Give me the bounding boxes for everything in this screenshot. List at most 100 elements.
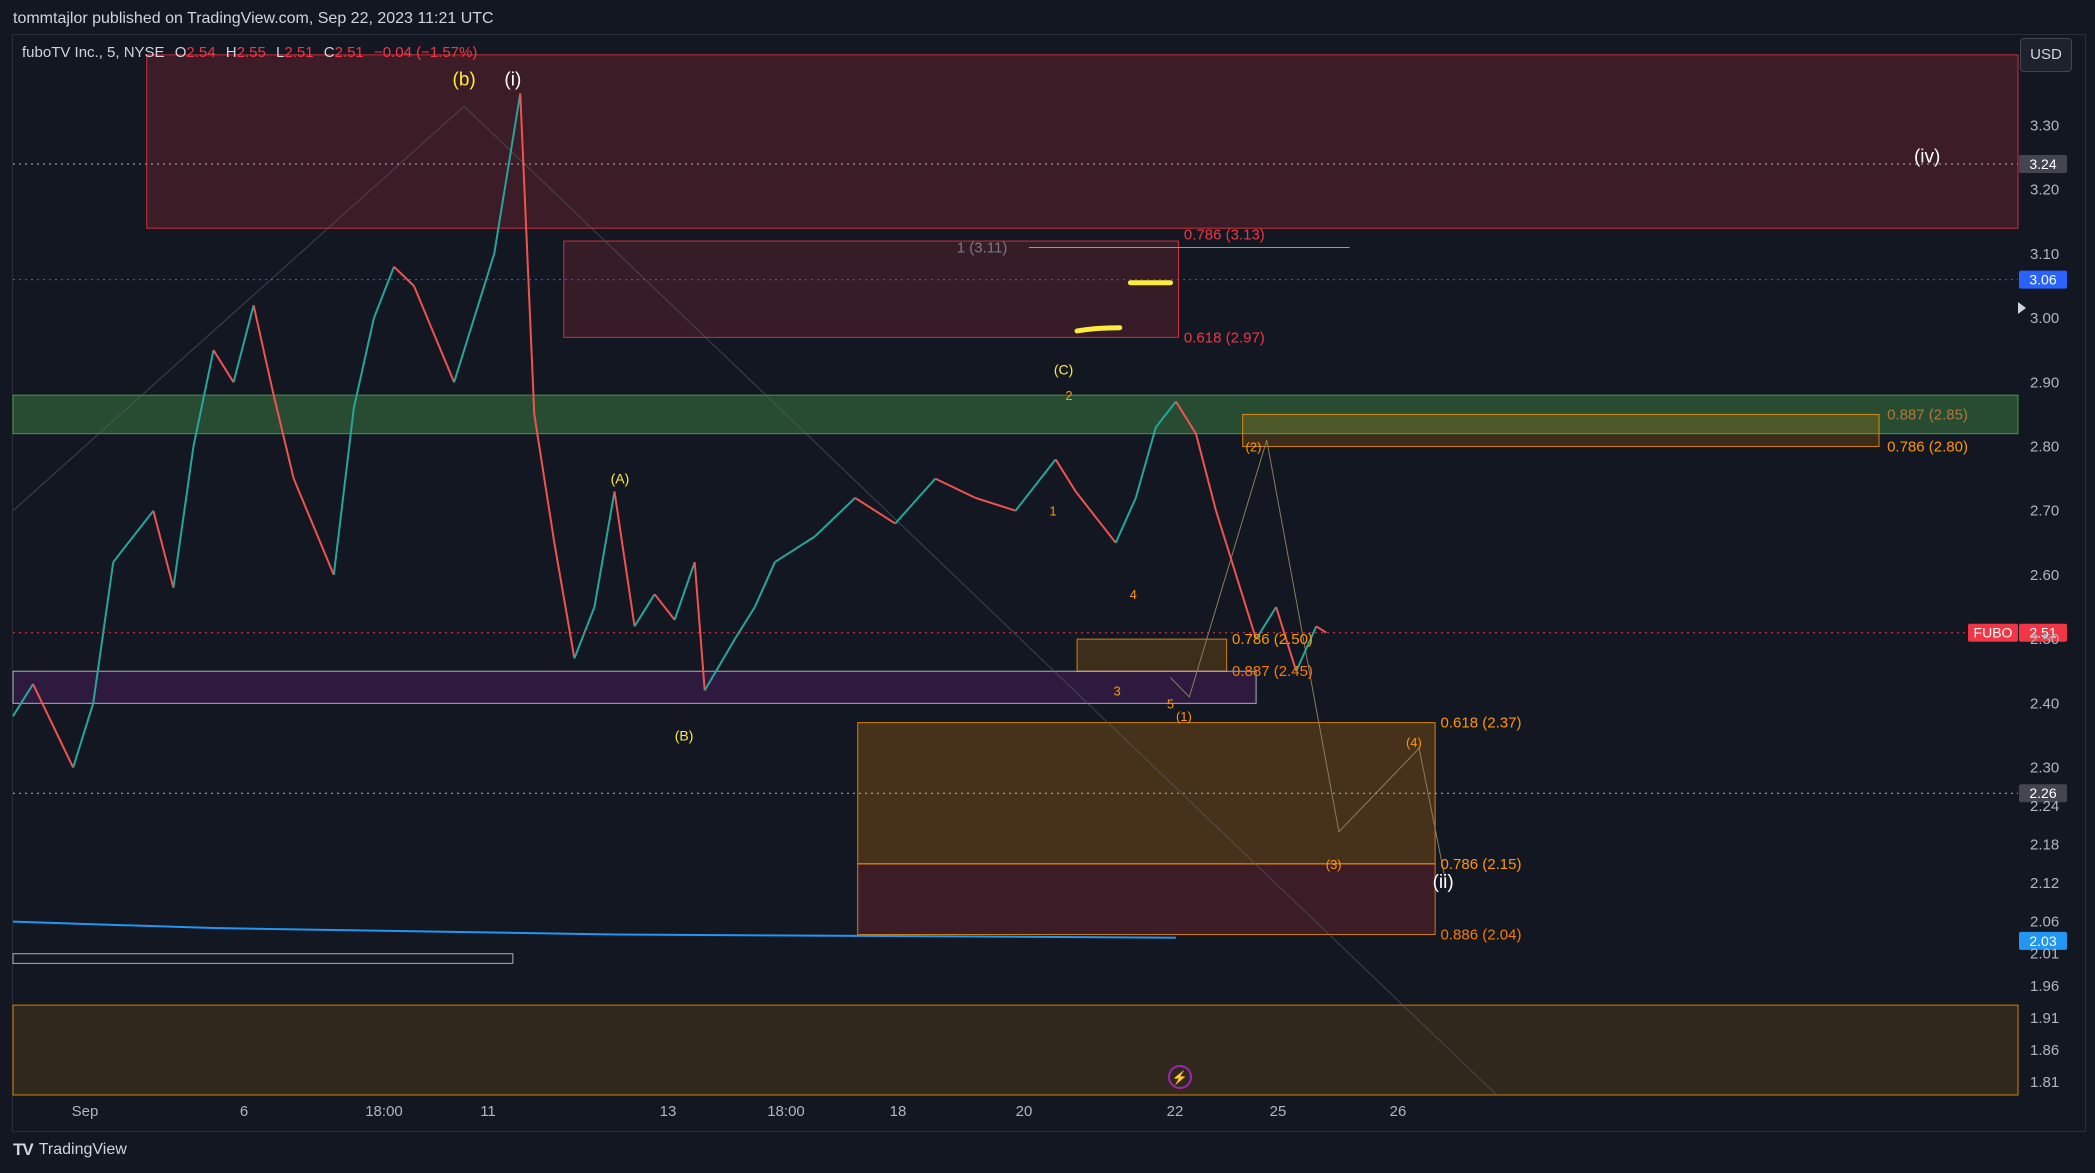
price-segment [72, 703, 95, 768]
fib-label: 0.618 (2.97) [1184, 329, 1265, 346]
price-tag [2019, 270, 2067, 289]
price-segment [854, 497, 896, 525]
symbol-legend: fuboTV Inc., 5, NYSE O2.54 H2.55 L2.51 C… [22, 44, 477, 61]
price-segment [703, 638, 736, 691]
zone-box [146, 54, 2019, 229]
price-tag-value: 2.51 [2029, 625, 2056, 641]
price-segment [1255, 606, 1277, 640]
price-tag-value: 3.06 [2029, 272, 2056, 288]
price-segment [894, 477, 937, 525]
wave-label: 5 [1167, 696, 1174, 711]
price-segment [172, 446, 195, 588]
wave-label: (1) [1176, 709, 1192, 724]
price-segment [292, 478, 335, 576]
price-segment [814, 497, 856, 538]
wave-label: (3) [1326, 857, 1342, 872]
price-segment [12, 683, 34, 717]
scroll-arrow-icon [2018, 302, 2026, 314]
chart-pane[interactable] [12, 34, 2086, 1132]
zone-box [12, 1004, 2019, 1096]
wave-label: 1 [1049, 504, 1056, 519]
wave-line [463, 105, 1498, 1096]
y-axis-tick: 1.91 [2030, 1010, 2059, 1027]
price-tag-value: 3.24 [2029, 156, 2056, 172]
y-axis-tick: 2.40 [2030, 695, 2059, 712]
wave-label: 2 [1065, 388, 1072, 403]
price-segment [272, 394, 295, 479]
price-segment [192, 349, 215, 447]
price-segment [332, 407, 355, 576]
y-axis-tick: 3.20 [2030, 182, 2059, 199]
x-axis-tick: 11 [480, 1103, 496, 1120]
zone-box [1242, 413, 1880, 448]
zone-box [12, 670, 1257, 704]
open-value: 2.54 [186, 44, 216, 61]
wave-label: (2) [1246, 440, 1262, 455]
publisher-line: tommtajlor published on TradingView.com,… [13, 10, 494, 27]
price-segment [352, 317, 375, 409]
price-segment [593, 491, 616, 608]
price-segment [1155, 400, 1177, 428]
price-segment [633, 593, 656, 627]
price-tag-value: 2.03 [2029, 933, 2056, 949]
wave-label: (ii) [1433, 872, 1454, 893]
price-segment [152, 510, 175, 589]
y-axis-tick: 3.10 [2030, 246, 2059, 263]
x-axis-tick: 18 [890, 1103, 907, 1120]
fib-label: 0.886 (2.04) [1441, 926, 1522, 943]
price-segment [1074, 490, 1117, 544]
wave-label: 3 [1114, 683, 1121, 698]
price-segment [112, 510, 155, 563]
price-segment [553, 542, 576, 659]
low-value: 2.51 [284, 44, 314, 61]
wave-label: 4 [1130, 587, 1137, 602]
price-segment [1295, 625, 1318, 672]
low-label: L [276, 44, 285, 61]
symbol-name: fuboTV Inc., 5, NYSE [22, 44, 165, 61]
event-icon [1168, 1065, 1192, 1089]
tv-logo-icon: TV [13, 1140, 34, 1159]
currency-button[interactable]: USD [2020, 38, 2072, 72]
close-label: C [323, 44, 335, 61]
zone-box [563, 240, 1180, 338]
symbol-tag-label: FUBO [1974, 625, 2013, 641]
y-axis-tick: 1.86 [2030, 1042, 2059, 1059]
price-segment [1194, 433, 1217, 511]
wave-label: (B) [675, 727, 694, 743]
price-segment [533, 414, 556, 543]
y-axis-tick: 1.96 [2030, 978, 2059, 995]
x-axis-tick: 13 [660, 1103, 677, 1120]
price-tag [2019, 154, 2067, 173]
open-label: O [174, 44, 187, 61]
close-value: 2.51 [334, 44, 364, 61]
y-axis-tick: 3.30 [2030, 117, 2059, 134]
fib-label: 0.887 (2.45) [1232, 663, 1313, 680]
price-segment [252, 305, 275, 396]
x-axis-tick: 22 [1167, 1103, 1184, 1120]
y-axis-tick: 2.30 [2030, 760, 2059, 777]
price-segment [1054, 458, 1077, 492]
y-axis-tick: 2.06 [2030, 914, 2059, 931]
price-segment [774, 535, 816, 563]
projection-path [1170, 439, 1447, 884]
price-tag-value: 2.26 [2029, 785, 2056, 801]
y-axis-tick: 2.60 [2030, 567, 2059, 584]
zone-box [1076, 638, 1228, 672]
zone-box [12, 953, 514, 964]
fib-label: 0.887 (2.85) [1887, 406, 1968, 423]
y-axis-tick: 2.80 [2030, 439, 2059, 456]
y-axis-tick: 3.00 [2030, 310, 2059, 327]
y-axis-tick: 2.24 [2030, 798, 2059, 815]
brand-footer[interactable]: TV TradingView [13, 1140, 127, 1160]
price-segment [212, 349, 235, 383]
price-tag [2019, 623, 2067, 642]
x-axis-tick: Sep [72, 1103, 99, 1120]
fib-label: 0.786 (3.13) [1184, 227, 1265, 244]
fib-label: 0.786 (2.50) [1232, 631, 1313, 648]
price-tag [2019, 931, 2067, 950]
wave-label: (4) [1406, 735, 1422, 750]
price-segment [1175, 401, 1197, 435]
x-axis-tick: 6 [240, 1103, 248, 1120]
high-value: 2.55 [236, 44, 266, 61]
